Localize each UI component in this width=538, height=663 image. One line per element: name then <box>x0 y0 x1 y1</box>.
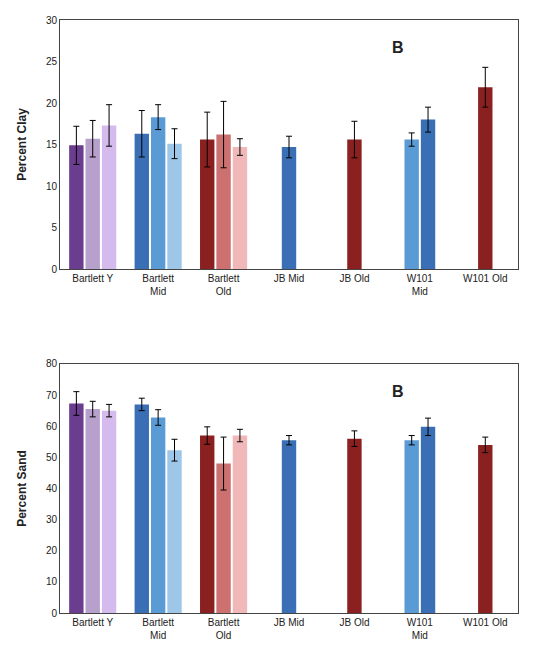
svg-text:Bartlett Y: Bartlett Y <box>72 617 113 628</box>
svg-text:25: 25 <box>46 56 58 67</box>
svg-text:JB Mid: JB Mid <box>274 617 305 628</box>
svg-text:30: 30 <box>46 514 58 525</box>
svg-text:70: 70 <box>46 390 58 401</box>
svg-text:50: 50 <box>46 452 58 463</box>
svg-text:W101Mid: W101Mid <box>407 617 434 641</box>
svg-text:Percent Sand: Percent Sand <box>15 450 29 527</box>
svg-text:JB Old: JB Old <box>339 617 369 628</box>
svg-text:10: 10 <box>46 181 58 192</box>
svg-text:0: 0 <box>51 608 57 619</box>
svg-text:B: B <box>392 383 404 400</box>
svg-text:30: 30 <box>46 15 58 26</box>
svg-text:BartlettOld: BartlettOld <box>208 617 240 641</box>
svg-text:BartlettOld: BartlettOld <box>208 273 240 297</box>
svg-text:60: 60 <box>46 421 58 432</box>
svg-text:B: B <box>392 39 404 56</box>
svg-text:20: 20 <box>46 98 58 109</box>
svg-text:BartlettMid: BartlettMid <box>142 273 174 297</box>
svg-text:5: 5 <box>51 222 57 233</box>
svg-text:40: 40 <box>46 483 58 494</box>
svg-text:80: 80 <box>46 358 58 369</box>
svg-text:JB Old: JB Old <box>339 273 369 284</box>
svg-text:0: 0 <box>51 264 57 275</box>
svg-text:W101 Old: W101 Old <box>463 617 507 628</box>
svg-text:Bartlett Y: Bartlett Y <box>72 273 113 284</box>
svg-text:20: 20 <box>46 545 58 556</box>
svg-text:W101Mid: W101Mid <box>407 273 434 297</box>
svg-text:W101 Old: W101 Old <box>463 273 507 284</box>
svg-text:Percent Clay: Percent Clay <box>15 108 29 181</box>
svg-text:JB Mid: JB Mid <box>274 273 305 284</box>
svg-text:10: 10 <box>46 576 58 587</box>
svg-text:BartlettMid: BartlettMid <box>142 617 174 641</box>
svg-text:15: 15 <box>46 139 58 150</box>
